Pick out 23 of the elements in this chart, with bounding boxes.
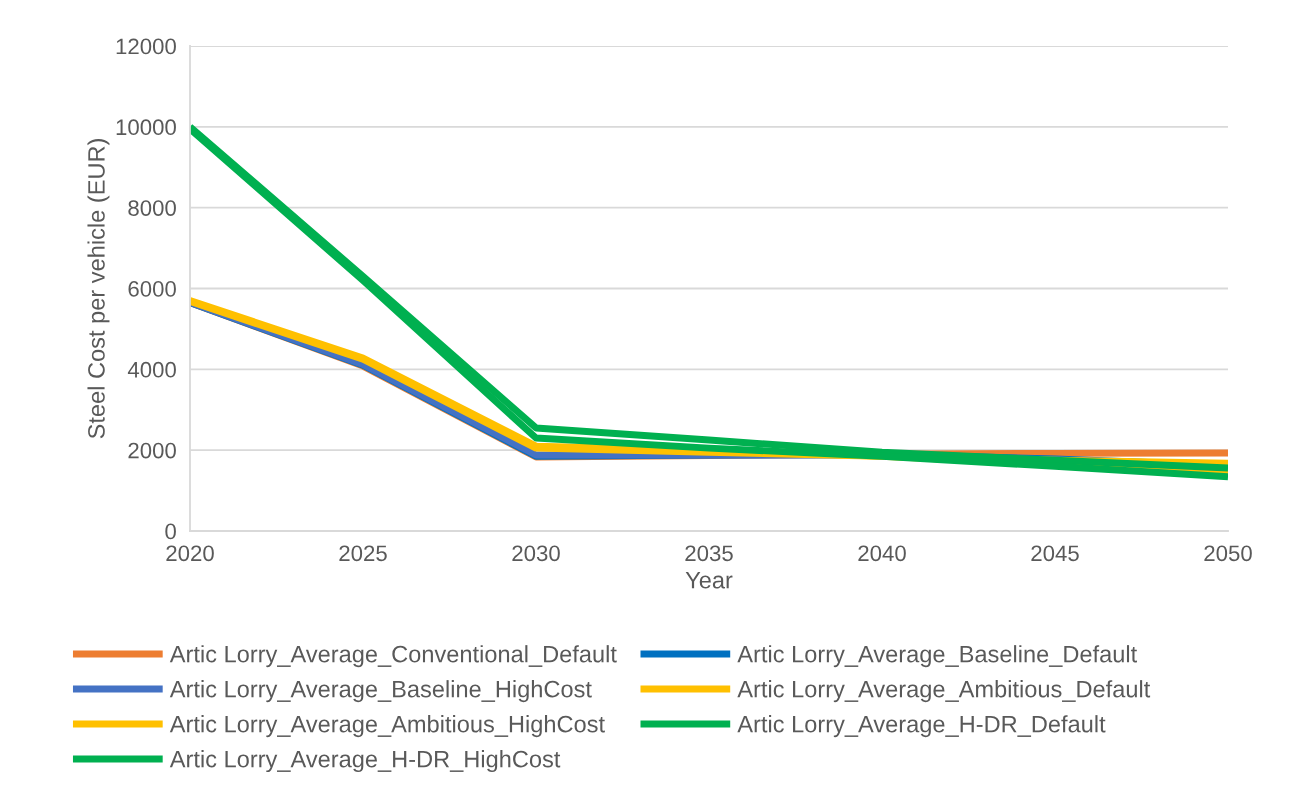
y-tick-label: 12000 [116, 38, 176, 55]
y-tick-label: 6000 [128, 281, 176, 297]
legend-label: Artic Lorry_Average_Ambitious_HighCost [169, 715, 605, 738]
y-tick-label: 4000 [127, 361, 176, 378]
x-tick-label: 2035 [685, 545, 733, 562]
x-tick-label: 2020 [166, 545, 214, 562]
x-tick-label: 2050 [1204, 545, 1252, 562]
y-tick-label: 2000 [128, 442, 176, 459]
y-tick-label: 8000 [128, 200, 176, 216]
legend-label: Artic Lorry_Average_Ambitious_Default [737, 680, 1151, 703]
x-tick-label: 2040 [858, 545, 906, 562]
x-axis-title: Year [685, 572, 733, 589]
y-tick-label: 10000 [116, 119, 176, 136]
legend-label: Artic Lorry_Average_Conventional_Default [169, 645, 617, 668]
x-tick-label: 2030 [512, 545, 560, 562]
legend-label: Artic Lorry_Average_H-DR_Default [737, 715, 1106, 738]
legend-label: Artic Lorry_Average_Baseline_HighCost [169, 680, 592, 703]
x-tick-label: 2025 [339, 545, 387, 562]
x-tick-label: 2045 [1031, 545, 1079, 562]
y-tick-label: 0 [165, 523, 176, 540]
y-axis-title: Steel Cost per vehicle (EUR) [87, 139, 110, 439]
legend-label: Artic Lorry_Average_H-DR_HighCost [169, 750, 561, 773]
legend-label: Artic Lorry_Average_Baseline_Default [737, 645, 1138, 668]
